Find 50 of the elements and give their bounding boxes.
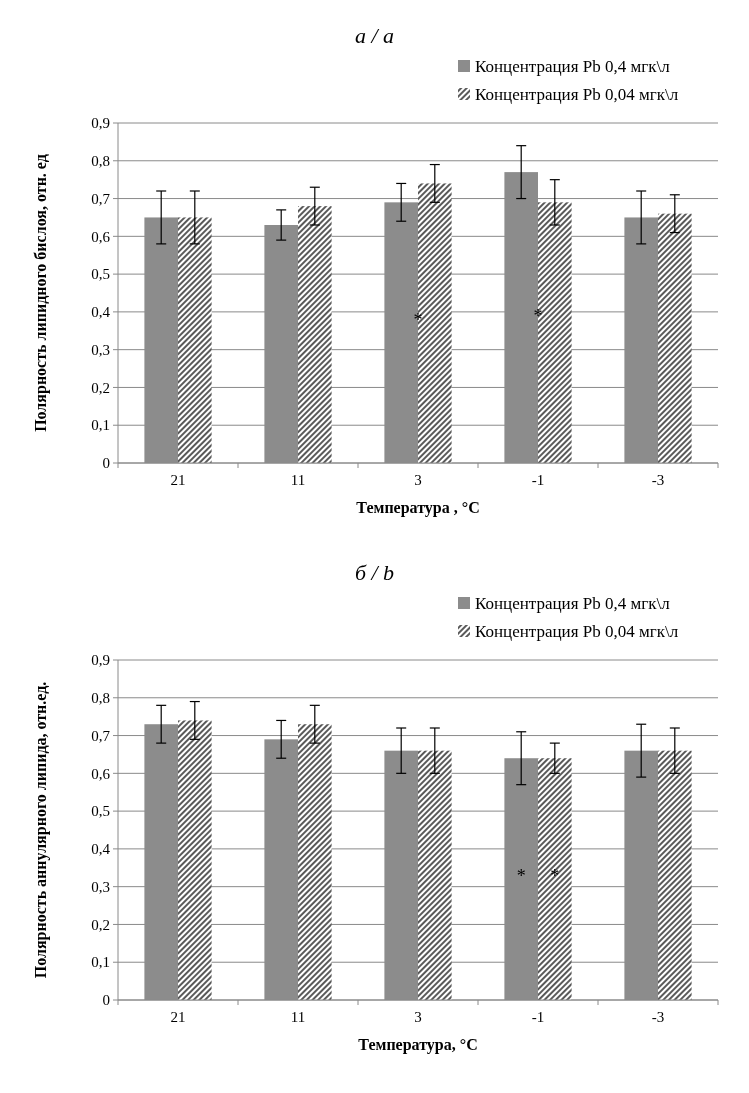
x-tick-label: -3 [651, 1009, 665, 1025]
y-tick-label: 0,5 [91, 803, 110, 820]
y-tick-label: 0,6 [91, 228, 111, 245]
x-tick-label: 11 [290, 472, 306, 488]
bar [298, 724, 332, 1000]
x-tick-label: -3 [651, 472, 665, 488]
y-tick-label: 0,3 [91, 878, 110, 895]
y-tick-label: 0,7 [91, 190, 111, 207]
x-tick-label: 21 [170, 472, 186, 488]
legend-label: Концентрация Pb 0,04 мгк\л [475, 621, 679, 641]
y-tick-label: 0,6 [91, 765, 111, 782]
x-tick-label: 3 [414, 1009, 422, 1025]
y-axis-title: Полярность липидного бислоя, отн. ед [32, 154, 50, 432]
bar [658, 750, 692, 1000]
annotation: * [533, 305, 543, 326]
annotation: * [516, 865, 526, 886]
y-tick-label: 0,4 [91, 841, 111, 858]
y-axis-title: Полярность аннулярного липида, отн.ед. [32, 681, 50, 979]
chart-title: a / a [354, 23, 395, 48]
x-tick-label: -1 [531, 1009, 545, 1025]
y-tick-label: 0,5 [91, 266, 110, 283]
y-tick-label: 0,7 [91, 727, 111, 744]
x-tick-label: -1 [531, 472, 545, 488]
y-tick-label: 0 [102, 992, 110, 1009]
bar [178, 217, 212, 463]
bar [418, 750, 452, 1000]
x-axis-title: Температура, °С [358, 1036, 478, 1054]
y-tick-label: 0,1 [91, 954, 110, 971]
x-axis-title: Температура , °С [356, 499, 480, 517]
legend-label: Концентрация Pb 0,04 мгк\л [475, 84, 679, 104]
x-tick-label: 3 [414, 472, 422, 488]
y-tick-label: 0,9 [91, 115, 110, 132]
legend-label: Концентрация Pb 0,4 мгк\л [475, 56, 671, 76]
y-tick-label: 0,2 [91, 379, 110, 396]
chart-title: б / b [354, 560, 395, 585]
bar [298, 206, 332, 463]
y-tick-label: 0,4 [91, 304, 111, 321]
y-tick-label: 0,8 [91, 690, 110, 707]
x-tick-label: 21 [170, 1009, 186, 1025]
legend-label: Концентрация Pb 0,4 мгк\л [475, 593, 671, 613]
y-tick-label: 0,8 [91, 153, 110, 170]
y-tick-label: 0,9 [91, 652, 110, 669]
y-tick-label: 0 [102, 455, 110, 472]
y-tick-label: 0,1 [91, 417, 110, 434]
bar [658, 213, 692, 463]
bar [178, 720, 212, 1000]
y-tick-label: 0,2 [91, 916, 110, 933]
bar [538, 758, 572, 1000]
x-tick-label: 11 [290, 1009, 306, 1025]
y-tick-label: 0,3 [91, 341, 110, 358]
